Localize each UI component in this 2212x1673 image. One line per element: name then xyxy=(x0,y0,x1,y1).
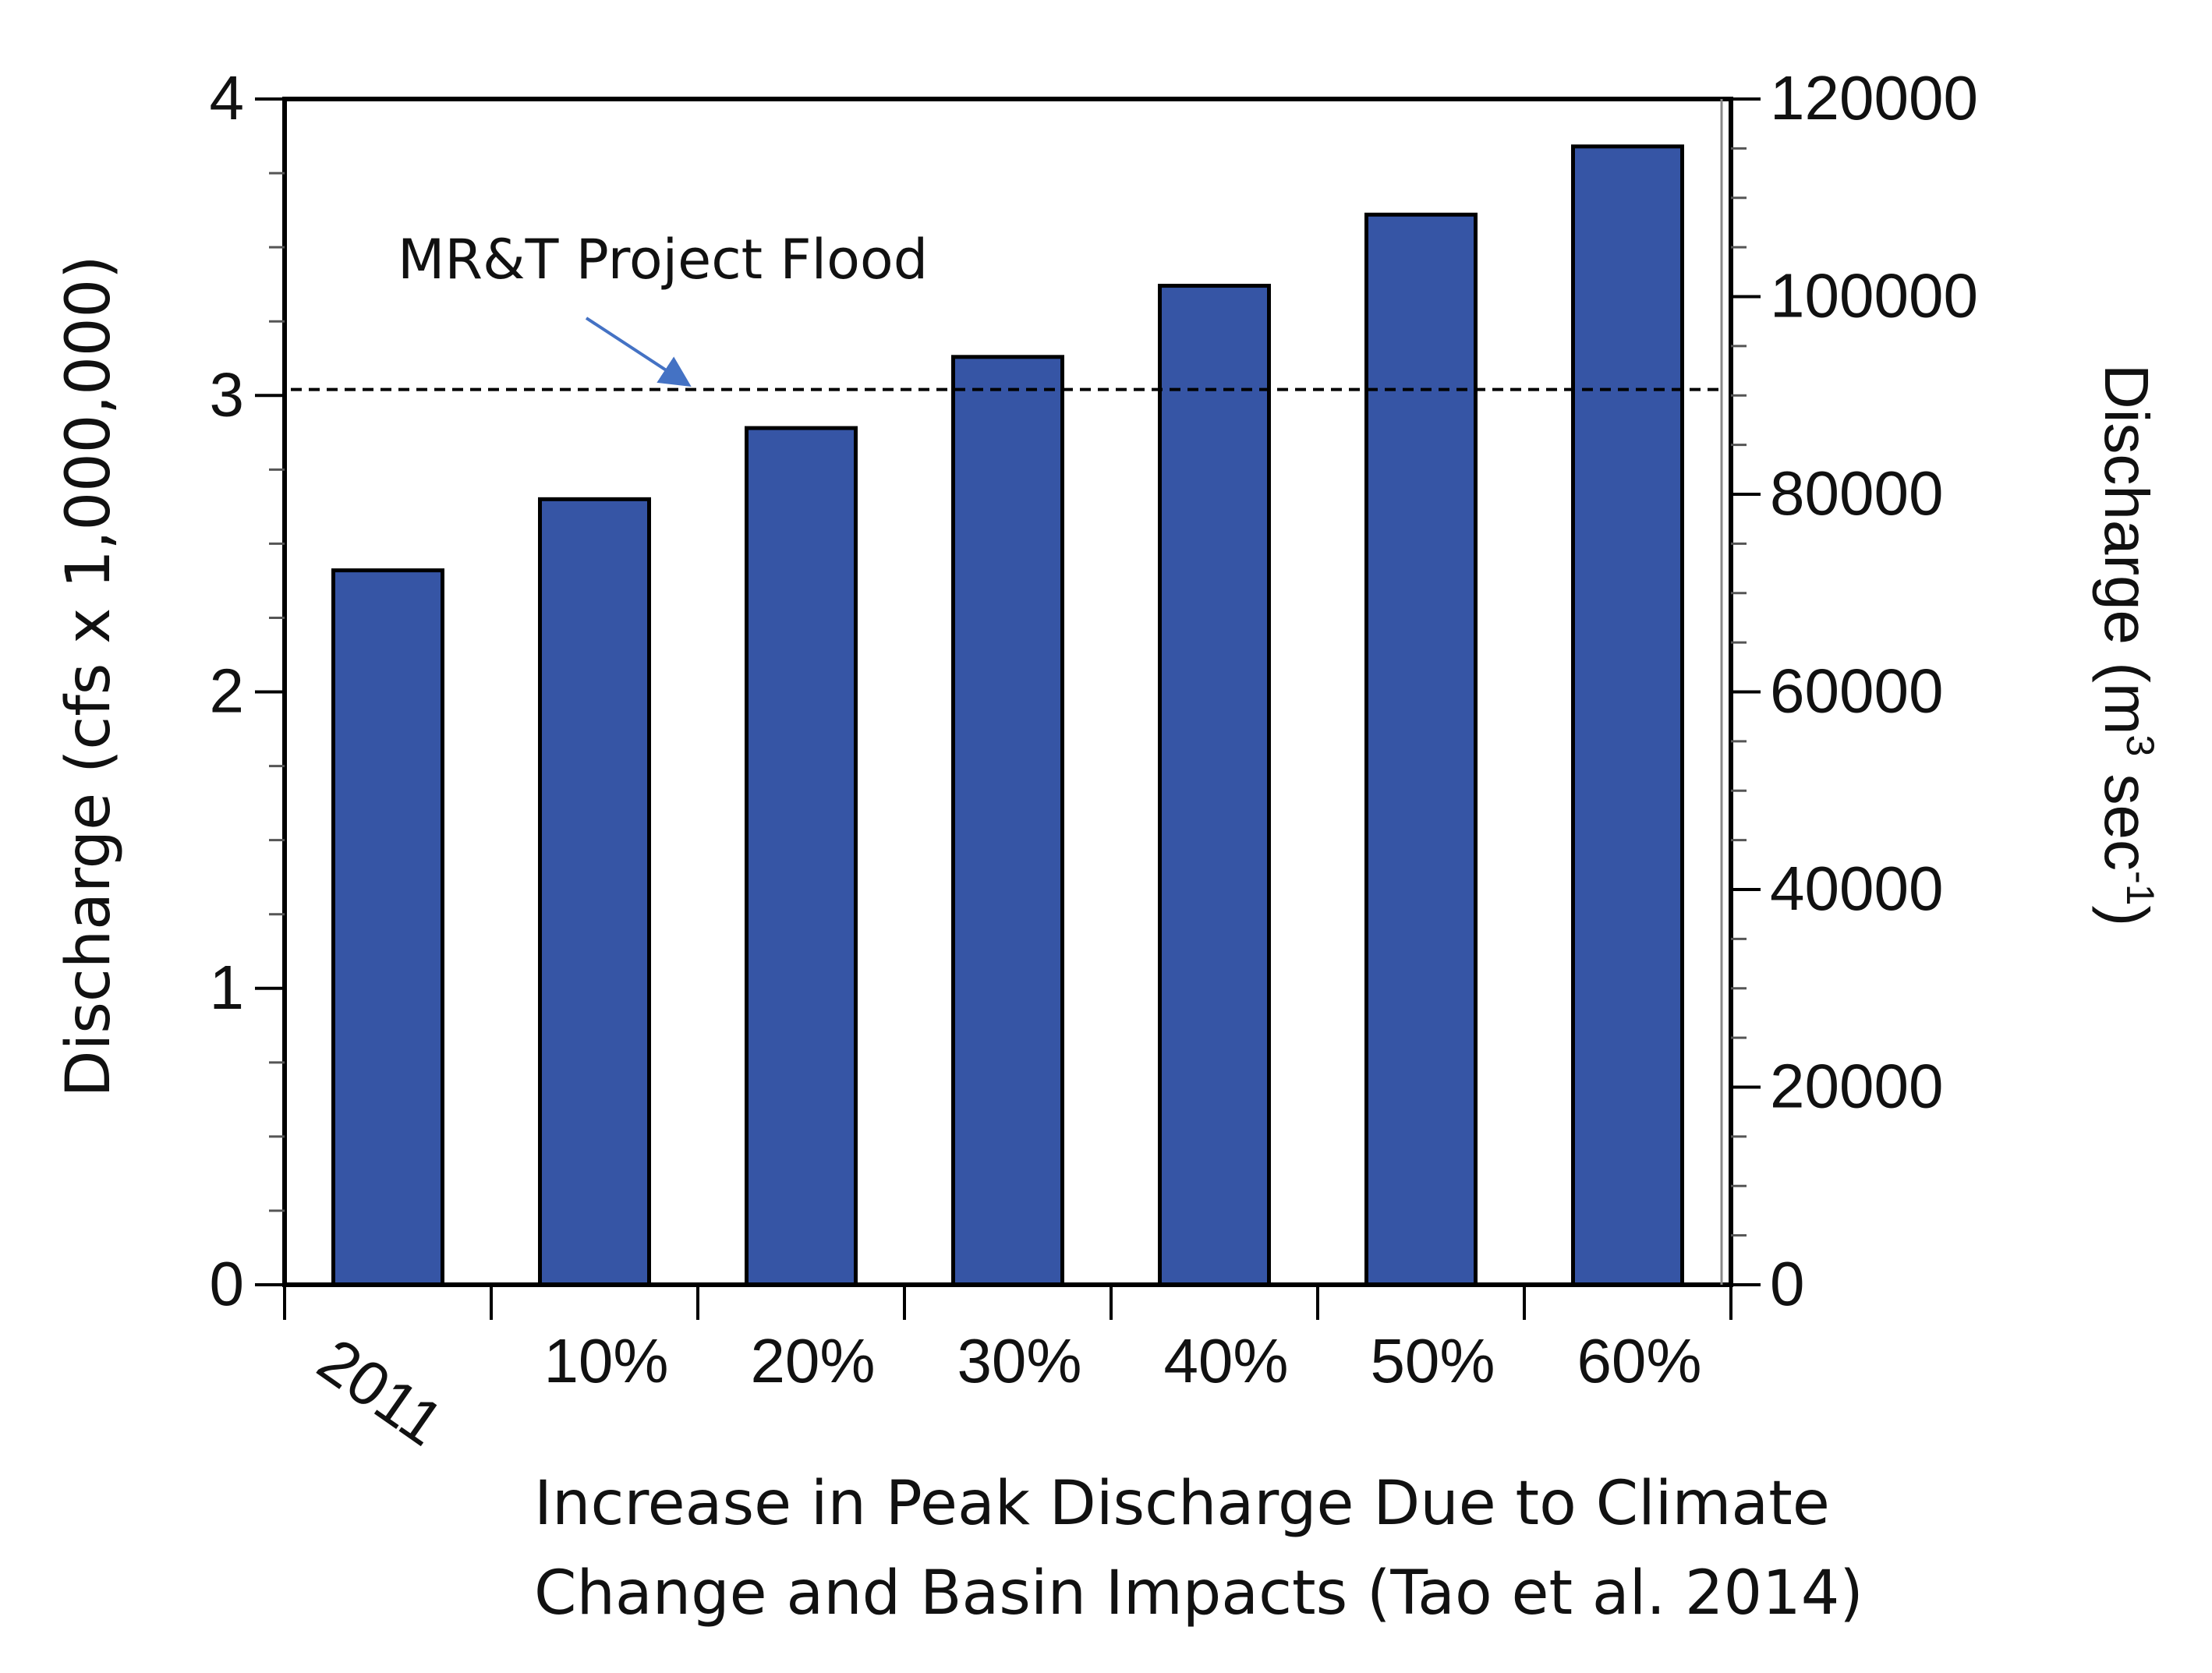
left-y-tick-label: 0 xyxy=(210,1249,245,1318)
right-y-tick-label: 0 xyxy=(1770,1249,1805,1318)
right-y-tick-label: 60000 xyxy=(1770,656,1943,726)
x-tick-label: 30% xyxy=(957,1326,1081,1395)
x-tick-label: 10% xyxy=(543,1326,668,1395)
bar-50% xyxy=(1364,212,1478,1287)
bar-30% xyxy=(951,355,1064,1287)
x-tick-label: 50% xyxy=(1370,1326,1495,1395)
bar-2011 xyxy=(331,568,444,1287)
right-y-axis-label-main: Discharge (m xyxy=(2092,364,2161,735)
left-y-axis-label: Discharge (cfs x 1,000,000) xyxy=(54,255,124,1097)
left-y-tick-label: 4 xyxy=(210,63,245,133)
right-y-tick-label: 100000 xyxy=(1770,261,1978,331)
bar-20% xyxy=(745,426,858,1287)
right-y-axis: 0 20000 40000 60000 80000 100000 120000 xyxy=(1731,63,1978,1318)
left-y-axis: 0 1 2 3 4 xyxy=(210,63,285,1318)
left-y-tick-label: 1 xyxy=(210,953,245,1022)
right-y-tick-label: 80000 xyxy=(1770,458,1943,528)
left-y-tick-label: 2 xyxy=(210,656,245,726)
x-tick-label: 2011 xyxy=(306,1325,455,1459)
right-y-axis-label-end: ) xyxy=(2092,906,2161,927)
right-y-axis-label-sup2: -1 xyxy=(2118,871,2162,905)
mrt-project-flood-label: MR&T Project Flood xyxy=(398,228,928,292)
bar-40% xyxy=(1158,284,1271,1287)
right-y-axis-label-sup: 3 xyxy=(2118,735,2162,757)
bar-10% xyxy=(538,497,651,1287)
bars-group xyxy=(331,144,1684,1287)
right-y-tick-label: 120000 xyxy=(1770,63,1978,133)
right-y-axis-label: Discharge (m3 sec-1) xyxy=(2092,364,2162,926)
x-axis-label-line-2: Change and Basin Impacts (Tao et al. 201… xyxy=(534,1558,1863,1629)
x-axis: 2011 10% 20% 30% 40% 50% 60% xyxy=(283,1285,1732,1459)
left-y-tick-label: 3 xyxy=(210,359,245,429)
x-tick-label: 40% xyxy=(1163,1326,1288,1395)
x-axis-label-line-1: Increase in Peak Discharge Due to Climat… xyxy=(534,1469,1830,1539)
x-tick-label: 20% xyxy=(750,1326,875,1395)
right-y-tick-label: 20000 xyxy=(1770,1052,1943,1121)
bar-60% xyxy=(1571,144,1684,1287)
right-y-tick-label: 40000 xyxy=(1770,854,1943,923)
annotation-arrow-icon xyxy=(585,317,692,387)
x-tick-label: 60% xyxy=(1577,1326,1701,1395)
right-y-axis-label-mid: sec xyxy=(2092,756,2161,871)
